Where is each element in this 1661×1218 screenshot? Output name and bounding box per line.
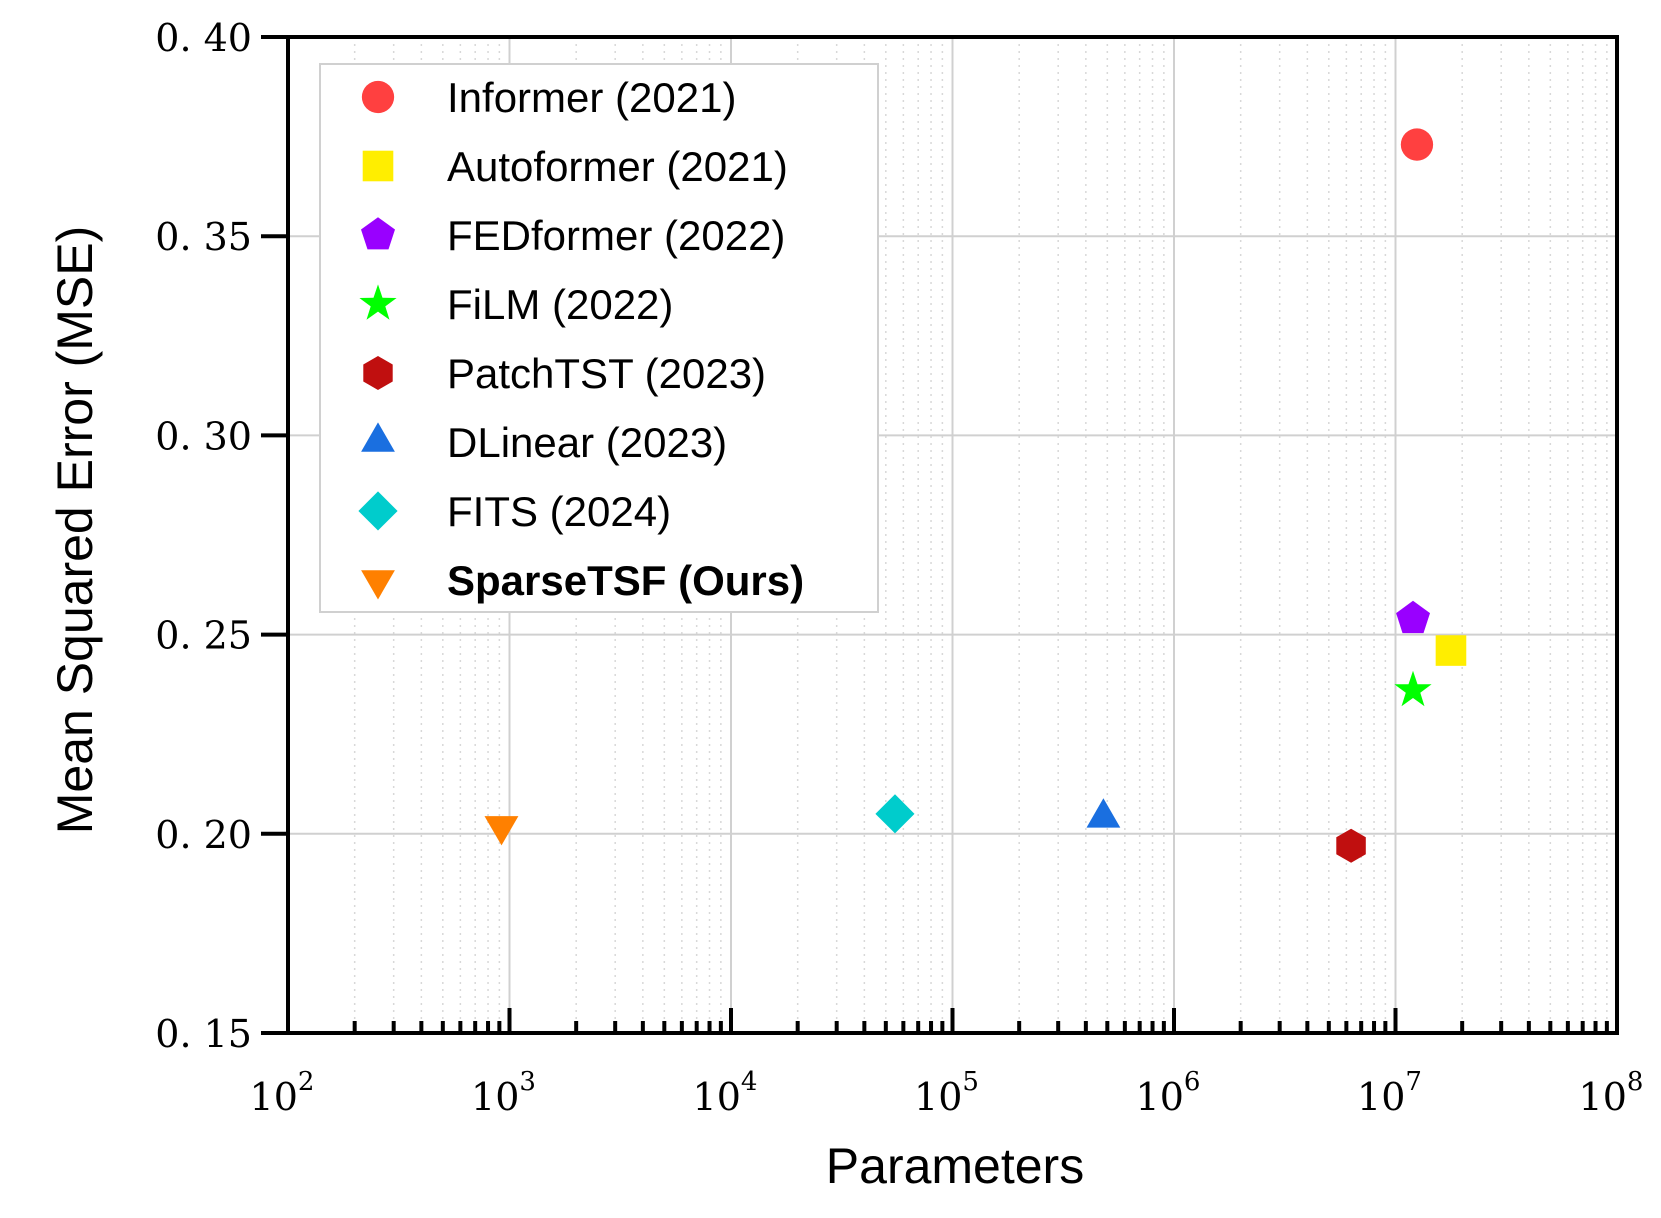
x-tick-label: 104 [693,1067,758,1119]
x-tick-label: 105 [914,1067,979,1119]
y-tick-label: 0. 15 [155,1012,252,1056]
legend-label: PatchTST (2023) [447,350,766,397]
data-point-diamond [875,794,915,834]
data-points [484,128,1467,863]
x-tick-label: 106 [1136,1067,1201,1119]
y-tick-label: 0. 25 [155,614,252,658]
legend-entry: PatchTST (2023) [363,350,766,397]
data-point-hexagon [1336,828,1366,863]
legend-entry: FEDformer (2022) [361,212,785,259]
x-tick-label: 108 [1579,1067,1644,1119]
x-tick-label: 103 [471,1067,536,1119]
legend-label: FITS (2024) [447,488,671,535]
legend-entry: DLinear (2023) [361,419,727,466]
legend-marker-diamond [358,491,398,531]
y-axis-label: Mean Squared Error (MSE) [47,226,103,835]
legend-marker-pentagon [361,217,395,250]
plot-frame [286,35,1619,1035]
y-tick-label: 0. 30 [155,414,252,458]
legend-marker-triangle-up [361,422,395,452]
data-point-triangle-down [484,816,519,846]
x-tick-label: 102 [250,1067,315,1119]
legend-label: FEDformer (2022) [447,212,785,259]
x-axis-label: Parameters [826,1138,1084,1194]
tick-labels: 102 103 104 105 106 107 108 0. 15 0. 20 0. 25 0. 3… [155,16,1643,1119]
legend-marker-triangle-down [361,570,395,600]
data-point-triangle-up [1086,798,1121,828]
y-tick-label: 0. 40 [155,16,252,60]
legend-entry: FiLM (2022) [359,281,673,328]
legend: Informer (2021) Autoformer (2021) FEDforme… [319,63,879,613]
y-tick-label: 0. 20 [155,813,252,857]
legend-entry: SparseTSF (Ours) [361,557,804,604]
legend-marker-star [359,284,397,320]
legend-label: Informer (2021) [447,74,736,121]
legend-label: SparseTSF (Ours) [447,557,804,604]
data-point-star [1394,670,1432,707]
legend-label: DLinear (2023) [447,419,727,466]
data-point-pentagon [1396,600,1430,634]
legend-marker-square [362,150,394,182]
legend-label: Autoformer (2021) [447,143,788,190]
legend-marker-circle [361,80,395,114]
data-point-square [1435,635,1467,666]
legend-box [319,63,879,613]
axes [261,35,1619,1035]
legend-entry: FITS (2024) [358,488,671,535]
x-tick-label: 107 [1357,1067,1422,1119]
y-tick-label: 0. 35 [155,215,252,259]
legend-label: FiLM (2022) [447,281,673,328]
legend-entry: Informer (2021) [361,74,736,121]
legend-marker-hexagon [363,356,393,390]
legend-entry: Autoformer (2021) [362,143,788,190]
data-point-circle [1400,128,1434,161]
